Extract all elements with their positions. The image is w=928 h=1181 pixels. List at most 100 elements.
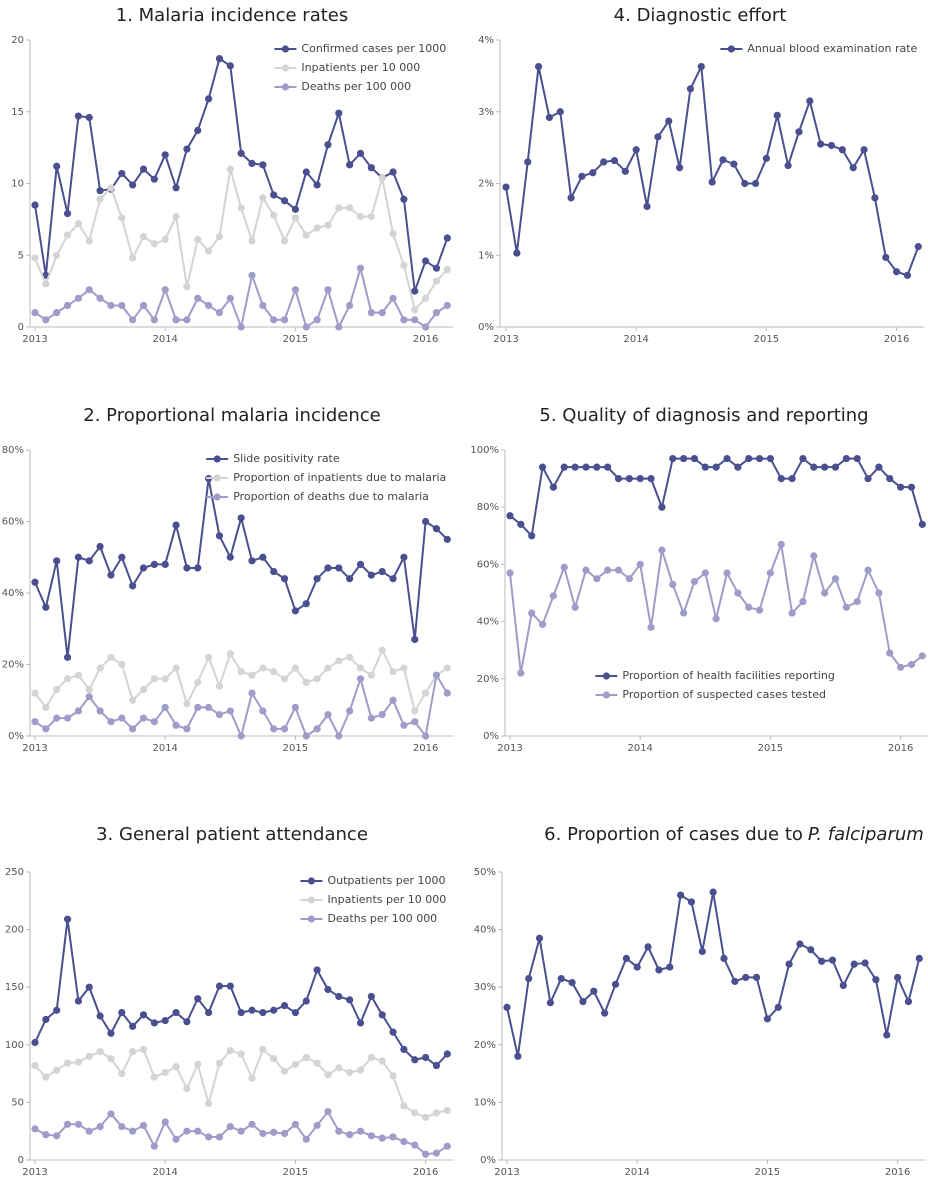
data-point — [291, 664, 299, 672]
data-point — [96, 1012, 104, 1020]
data-point — [259, 161, 267, 169]
chart-panel: 2. Proportional malaria incidence 0% 20% 40… — [2, 405, 454, 754]
data-point — [53, 1132, 61, 1140]
data-point — [690, 454, 699, 463]
data-point — [118, 714, 126, 722]
data-point — [443, 266, 451, 274]
data-point — [313, 675, 321, 683]
data-point — [389, 575, 397, 583]
data-point — [205, 95, 213, 103]
data-point — [654, 133, 662, 141]
data-point — [270, 668, 278, 676]
data-point — [443, 1050, 451, 1058]
data-point — [172, 1008, 180, 1017]
data-point — [734, 463, 742, 471]
data-point — [502, 183, 510, 191]
data-point — [625, 475, 633, 483]
y-tick-label: 100 — [5, 1040, 24, 1051]
data-point — [259, 194, 267, 202]
data-point — [567, 194, 575, 202]
data-point — [183, 283, 191, 291]
data-point — [680, 609, 688, 617]
data-point — [503, 1003, 511, 1011]
data-point — [525, 974, 533, 983]
x-tick-label: 2014 — [152, 743, 177, 754]
data-point — [183, 145, 191, 153]
data-point — [118, 660, 126, 669]
data-point — [817, 140, 825, 148]
data-point — [335, 204, 343, 212]
data-point — [720, 954, 728, 963]
data-point — [378, 710, 386, 719]
data-point — [215, 309, 224, 317]
data-point — [280, 197, 289, 205]
data-point — [378, 1011, 386, 1019]
data-point — [777, 475, 785, 483]
data-point — [183, 1018, 191, 1026]
chart-title: 6. Proportion of cases due to P. falcipar… — [544, 824, 924, 845]
data-point — [280, 1002, 289, 1010]
data-point — [259, 1045, 267, 1054]
data-point — [226, 165, 234, 173]
data-point — [538, 620, 547, 629]
data-point — [280, 316, 289, 324]
data-point — [886, 475, 894, 483]
y-tick-label: 40% — [477, 617, 499, 628]
series-line — [505, 62, 920, 277]
data-point — [172, 664, 180, 672]
data-point — [270, 316, 278, 324]
legend: Outpatients per 1000 Inpatients per 10 00… — [300, 874, 446, 925]
data-point — [31, 689, 39, 697]
data-point — [63, 714, 72, 722]
data-point — [183, 1127, 191, 1135]
x-tick-label: 2015 — [755, 1167, 780, 1178]
data-point — [226, 553, 234, 561]
x-tick-label: 2013 — [494, 1167, 519, 1178]
data-point — [172, 721, 180, 729]
data-point — [389, 168, 397, 176]
data-point — [270, 725, 278, 733]
legend: Proportion of health facilities reportin… — [595, 669, 835, 701]
data-point — [883, 1031, 891, 1039]
data-point — [871, 194, 879, 202]
x-tick-label: 2014 — [624, 1167, 649, 1178]
data-point — [248, 557, 256, 565]
data-point — [389, 696, 397, 704]
data-point — [42, 1073, 50, 1081]
x-tick-label: 2015 — [283, 334, 308, 345]
data-point — [313, 725, 321, 733]
data-point — [346, 707, 354, 715]
data-point — [506, 569, 514, 577]
data-point — [194, 564, 202, 572]
data-point — [139, 685, 148, 694]
x-tick-label: 2015 — [283, 1167, 308, 1178]
series-line — [506, 891, 921, 1057]
data-point — [226, 707, 234, 715]
data-point — [270, 567, 278, 576]
data-point — [378, 174, 386, 182]
legend-swatch-dot — [602, 672, 611, 680]
data-point — [248, 237, 256, 245]
data-point — [643, 202, 651, 211]
data-point — [745, 454, 753, 463]
data-point — [346, 1068, 354, 1077]
y-tick-label: 250 — [5, 867, 24, 878]
data-point — [506, 512, 514, 520]
title-text: 4. Diagnostic effort — [614, 5, 787, 26]
data-point — [686, 85, 695, 93]
series-line — [34, 57, 449, 292]
data-point — [356, 264, 365, 272]
data-point — [571, 463, 579, 471]
data-point — [655, 966, 663, 974]
data-point — [150, 175, 158, 183]
data-point — [785, 960, 793, 968]
title-text: 1. Malaria incidence rates — [116, 5, 349, 26]
data-point — [568, 978, 576, 987]
data-point — [96, 542, 104, 551]
data-point — [161, 675, 169, 683]
data-point — [302, 678, 310, 686]
data-point — [291, 214, 299, 222]
data-point — [538, 463, 547, 471]
data-point — [215, 1059, 224, 1067]
y-tick-label: 15 — [11, 107, 24, 118]
